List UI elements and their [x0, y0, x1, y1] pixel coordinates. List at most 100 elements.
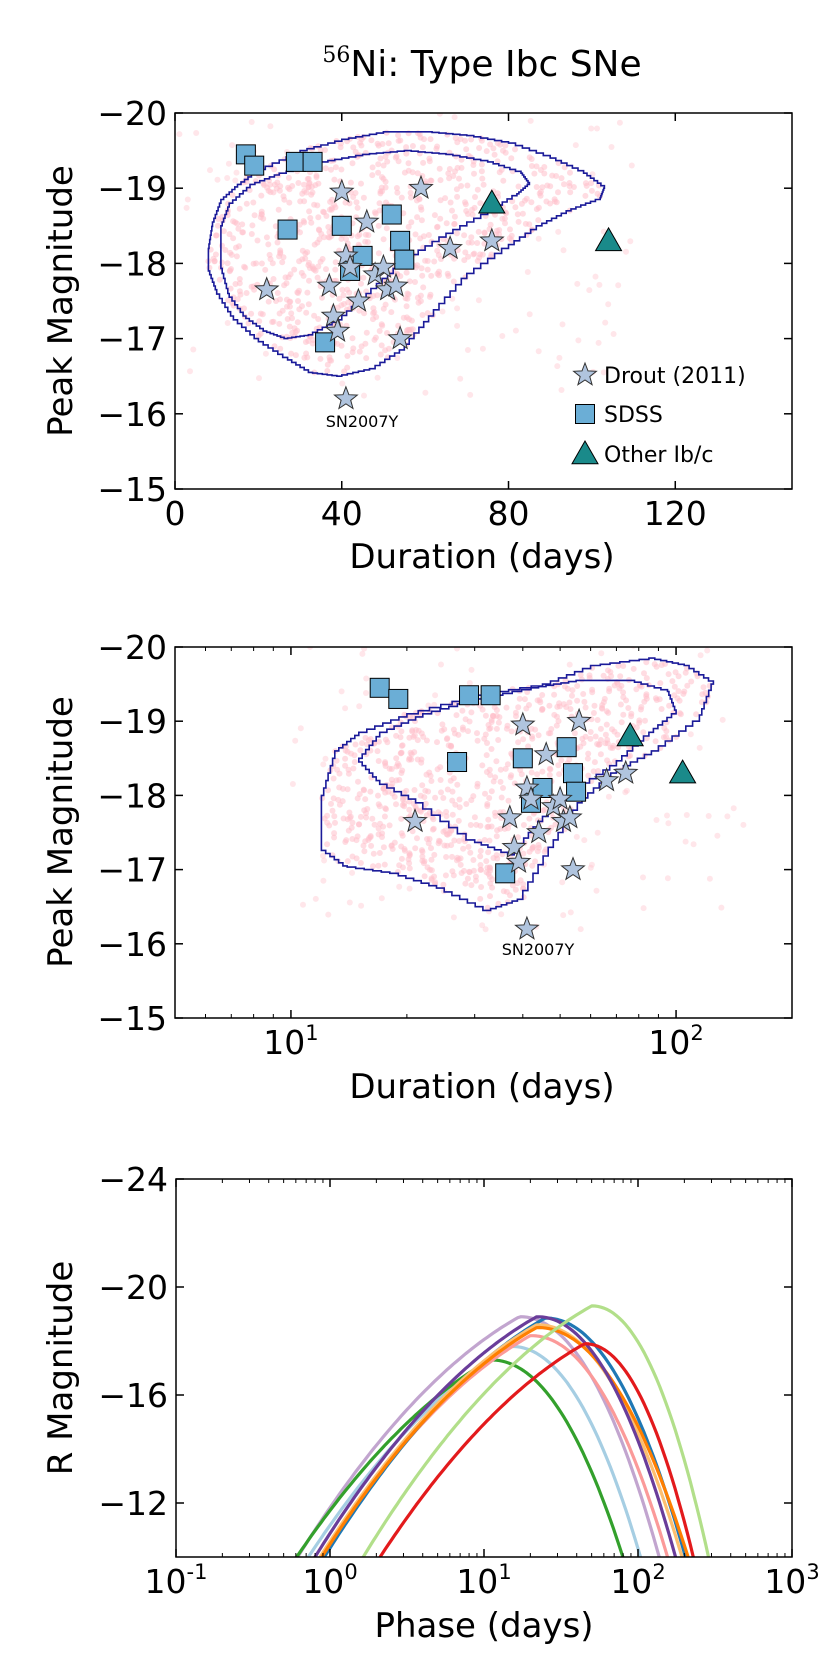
sim-point: [432, 692, 439, 699]
sim-point: [651, 661, 658, 668]
sim-point: [541, 806, 548, 813]
sim-point: [481, 229, 488, 236]
sim-point: [397, 273, 404, 280]
sim-point: [348, 750, 355, 757]
sim-point: [382, 736, 389, 743]
x-tick-label: 0: [165, 494, 186, 533]
sim-point: [314, 239, 321, 246]
light-curve: [313, 1315, 678, 1557]
sim-point: [435, 252, 442, 258]
sim-point: [369, 164, 376, 171]
sim-point: [497, 825, 504, 832]
sim-point: [302, 255, 309, 262]
sim-point: [508, 232, 515, 239]
sim-point: [573, 833, 580, 840]
sim-point: [546, 772, 553, 778]
y-tick-label: −15: [97, 470, 167, 509]
sim-point: [367, 833, 374, 839]
sim-point: [487, 221, 494, 228]
drout-point: [337, 253, 363, 279]
sim-point: [361, 392, 367, 399]
sim-point: [274, 239, 281, 246]
sim-point: [478, 866, 485, 873]
sim-point: [438, 661, 444, 668]
sim-point: [552, 821, 559, 828]
sim-point: [535, 217, 542, 224]
sim-point: [226, 231, 233, 238]
sim-point: [588, 125, 595, 132]
sim-point: [643, 675, 650, 682]
sim-point: [577, 672, 584, 678]
sim-point: [345, 766, 352, 773]
other-ibc-point: [616, 722, 645, 747]
sim-point: [262, 266, 269, 273]
sim-point: [403, 303, 410, 310]
y-tick-label: −19: [97, 169, 167, 208]
sim-point: [313, 174, 320, 181]
sim-point: [404, 295, 411, 302]
sim-point: [495, 719, 502, 726]
sim-point: [297, 725, 304, 732]
sim-point: [562, 677, 569, 684]
sim-point: [322, 755, 329, 762]
sim-point: [380, 785, 387, 792]
sim-point: [437, 215, 444, 222]
sim-point: [525, 743, 532, 750]
sim-point: [456, 804, 463, 811]
sim-point: [212, 251, 219, 258]
sim-point: [474, 240, 481, 246]
sim-point: [665, 820, 672, 827]
sim-point: [405, 160, 412, 167]
legend-label-sdss: SDSS: [604, 403, 663, 428]
sim-point: [335, 796, 342, 803]
y-tick-label: −16: [97, 395, 167, 434]
light-curve: [306, 1344, 643, 1557]
sim-point: [464, 211, 471, 217]
sim-point: [617, 701, 624, 708]
ticks: −20 −19 −18 −17 −16 −15 101 102: [97, 628, 792, 1062]
sim-point: [450, 278, 457, 285]
sim-point: [306, 277, 312, 284]
sim-point: [450, 173, 457, 179]
sim-point: [628, 162, 635, 169]
sim-point: [384, 158, 391, 165]
sim-point: [393, 801, 399, 808]
sim-point: [372, 210, 379, 217]
sim-point: [405, 167, 412, 174]
sim-point: [509, 882, 516, 889]
sim-point: [483, 752, 490, 759]
sim-point: [627, 752, 633, 759]
sim-point: [643, 693, 650, 700]
sim-point: [465, 239, 472, 246]
sim-point: [549, 172, 556, 179]
sim-point: [454, 193, 461, 200]
sim-point: [220, 228, 227, 235]
y-axis-label: Peak Magnitude: [41, 165, 81, 437]
sim-point: [487, 141, 494, 148]
sim-point: [453, 857, 460, 864]
sdss-point: [512, 748, 533, 769]
sim-point: [383, 199, 389, 206]
sim-point: [589, 686, 596, 693]
sim-point: [382, 760, 389, 767]
sim-point: [418, 217, 425, 224]
sim-point: [232, 281, 239, 287]
sim-point: [423, 812, 430, 819]
sim-point: [462, 137, 468, 144]
y-tick-label: −20: [98, 1268, 168, 1307]
sim-point: [500, 147, 506, 154]
sim-point: [471, 170, 477, 177]
sdss-point: [566, 781, 587, 802]
sim-point: [594, 125, 600, 132]
drout-point: [505, 848, 532, 874]
sim-point: [539, 768, 546, 775]
sim-point: [329, 807, 336, 814]
sim-point: [331, 176, 338, 183]
y-tick-label: −16: [97, 925, 167, 964]
sim-point: [523, 195, 530, 202]
sim-point: [398, 855, 405, 862]
sim-point: [388, 766, 395, 772]
sim-point: [361, 848, 368, 855]
sim-point: [285, 184, 292, 191]
sim-point: [315, 263, 322, 270]
